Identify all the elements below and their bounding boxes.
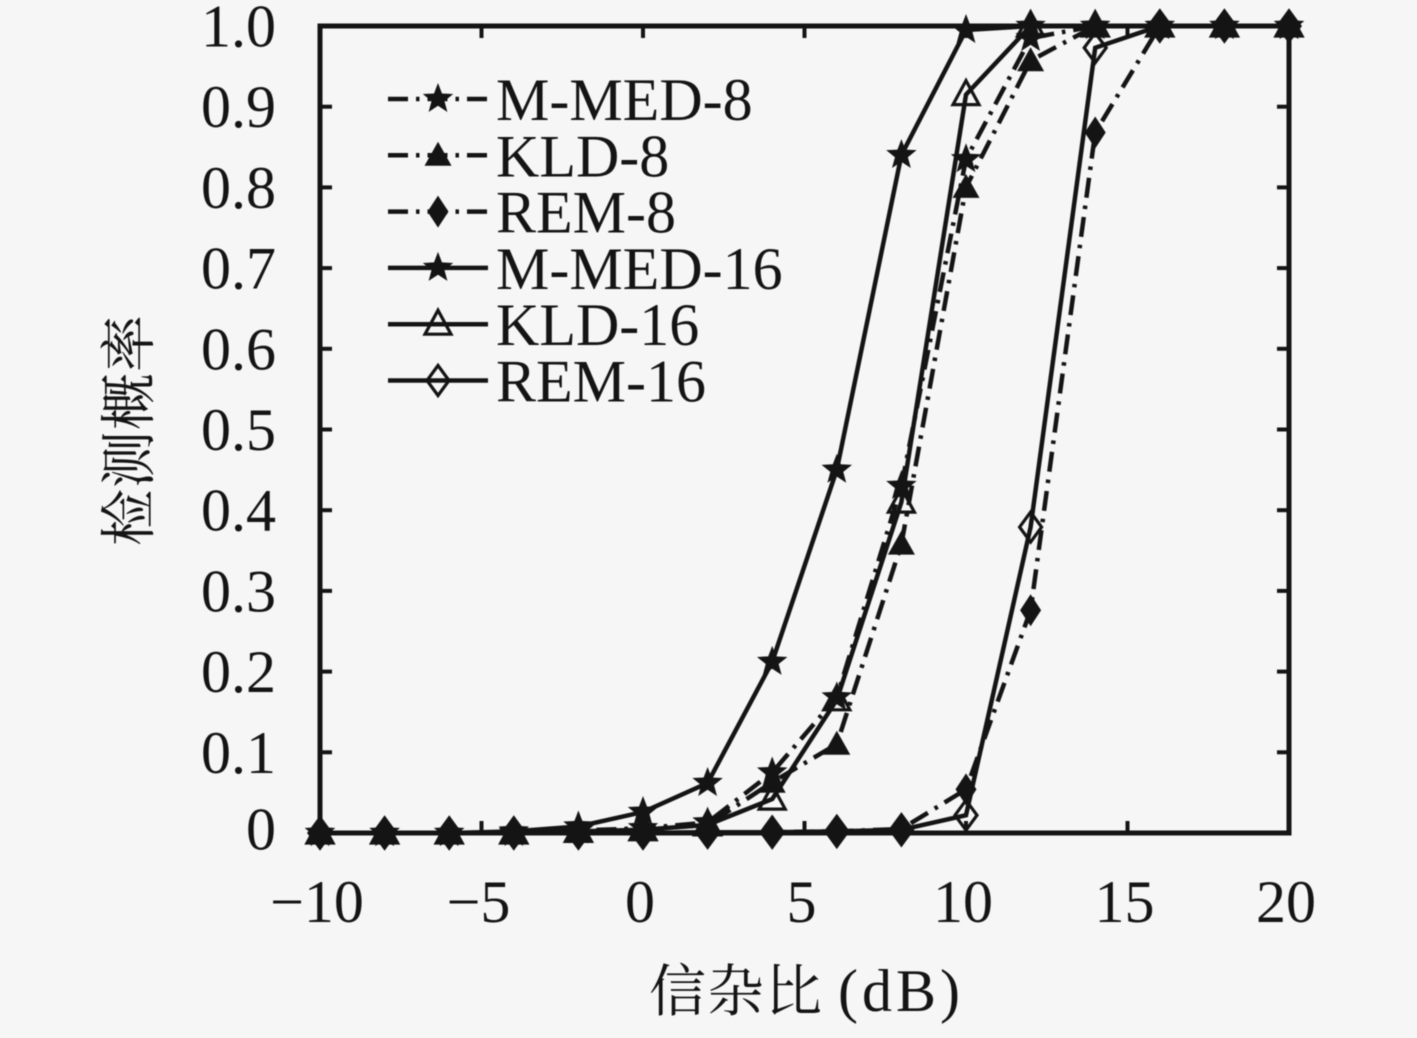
svg-text:0.6: 0.6 bbox=[201, 316, 276, 382]
svg-text:10: 10 bbox=[933, 869, 993, 935]
svg-text:−5: −5 bbox=[447, 869, 511, 935]
svg-text:0: 0 bbox=[625, 869, 655, 935]
svg-text:M-MED-16: M-MED-16 bbox=[496, 236, 783, 302]
svg-text:5: 5 bbox=[787, 869, 817, 935]
svg-text:KLD-16: KLD-16 bbox=[496, 292, 699, 358]
svg-text:REM-8: REM-8 bbox=[496, 180, 676, 246]
svg-text:REM-16: REM-16 bbox=[496, 349, 706, 415]
svg-text:0.7: 0.7 bbox=[201, 236, 276, 302]
svg-text:0.5: 0.5 bbox=[201, 397, 276, 463]
svg-text:0: 0 bbox=[246, 797, 276, 863]
svg-text:KLD-8: KLD-8 bbox=[496, 123, 669, 189]
svg-text:0.8: 0.8 bbox=[201, 155, 276, 221]
svg-text:20: 20 bbox=[1256, 869, 1316, 935]
svg-text:0.9: 0.9 bbox=[201, 74, 276, 140]
svg-text:(dB): (dB) bbox=[838, 958, 964, 1024]
svg-text:1.0: 1.0 bbox=[201, 0, 276, 60]
svg-text:0.2: 0.2 bbox=[201, 639, 276, 705]
svg-text:15: 15 bbox=[1095, 869, 1155, 935]
svg-text:−10: −10 bbox=[270, 869, 364, 935]
svg-text:0.1: 0.1 bbox=[201, 720, 276, 786]
svg-text:0.3: 0.3 bbox=[201, 558, 276, 624]
svg-text:M-MED-8: M-MED-8 bbox=[496, 67, 753, 133]
svg-text:0.4: 0.4 bbox=[201, 478, 276, 544]
